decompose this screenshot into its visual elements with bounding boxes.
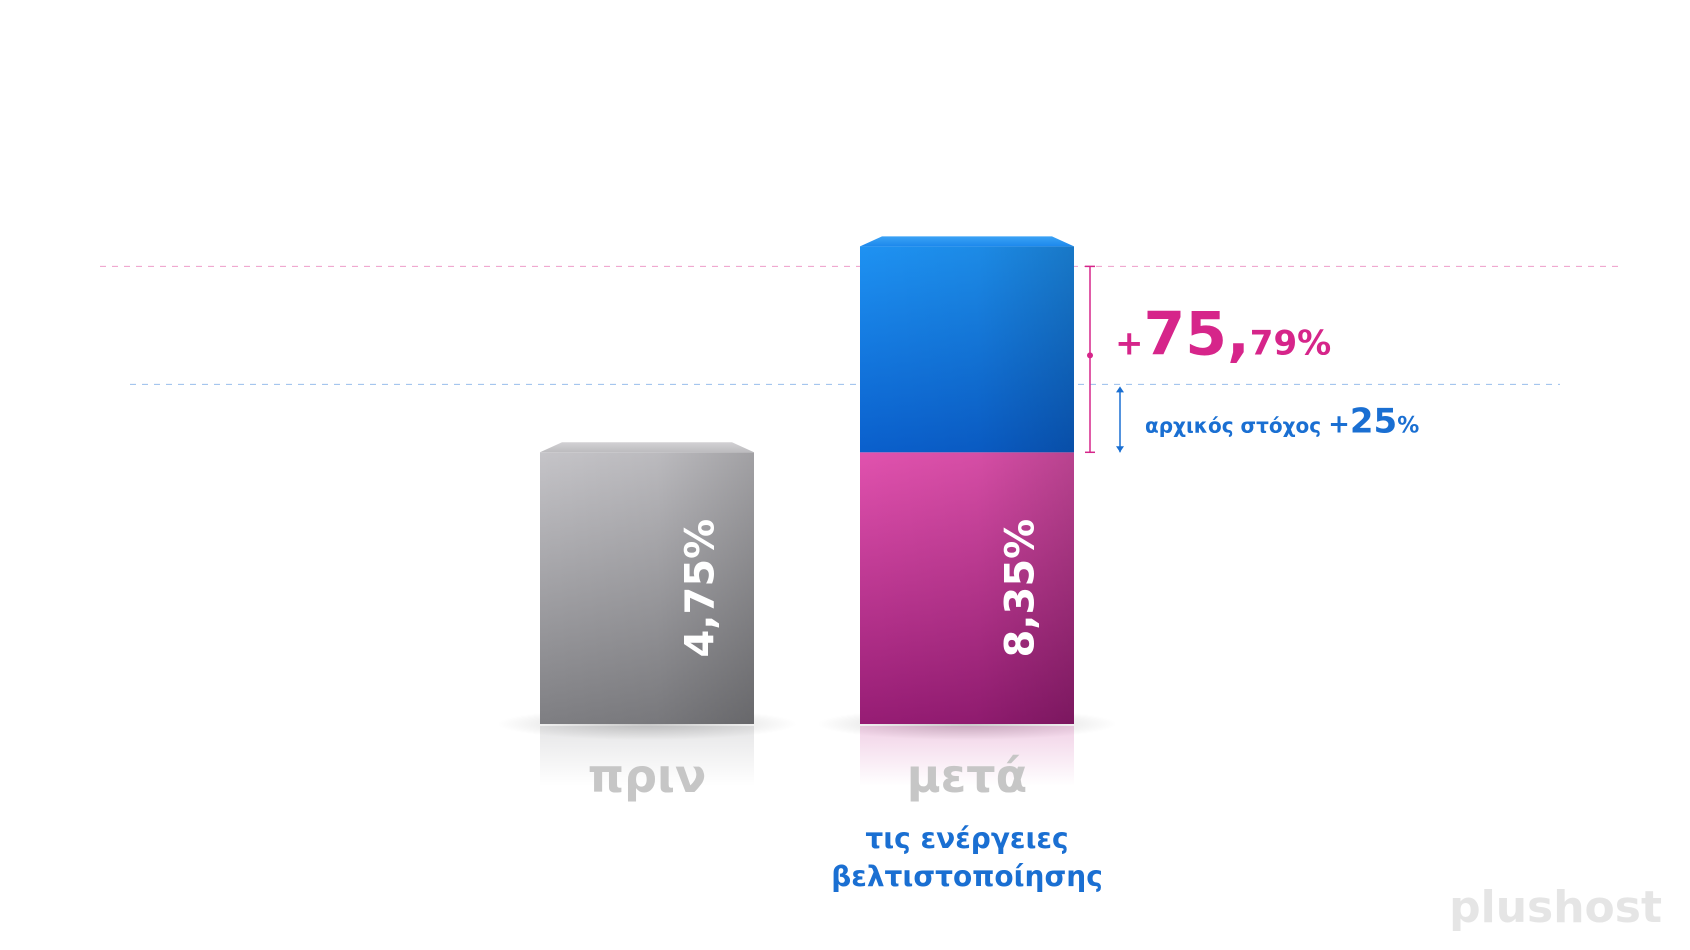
target-prefix: αρχικός στόχος (1145, 413, 1328, 437)
increase-annotation: +75,79% (1115, 299, 1331, 369)
target-pct: % (1397, 413, 1419, 438)
bar-reflection-before (540, 726, 754, 786)
category-label-after: μετά (907, 749, 1027, 803)
category-note-line-1: τις ενέργειες (865, 822, 1068, 855)
increase-bracket-dot (1087, 352, 1093, 359)
increase-main: 75, (1144, 299, 1250, 369)
value-label-after: 8,35% (998, 519, 1044, 658)
bars (497, 236, 1117, 786)
bar-after-gain-shade (860, 246, 1074, 453)
bar-after-gain-top (860, 236, 1074, 247)
plushost-logo: plushost (1449, 882, 1662, 933)
target-plus: + (1328, 409, 1350, 439)
value-label-before: 4,75% (678, 519, 724, 658)
target-arrow-up (1116, 386, 1124, 393)
bar-after-base (860, 452, 1074, 724)
category-note-line-2: βελτιστοποίησης (831, 860, 1103, 893)
target-annotation: αρχικός στόχος +25% (1145, 401, 1419, 441)
bar-before-shade (540, 452, 754, 724)
increase-plus: + (1115, 323, 1144, 363)
bar-before-top (540, 442, 754, 453)
bar-after-base-shade (860, 452, 1074, 724)
bar-before (540, 442, 754, 724)
increase-decimals: 79% (1250, 323, 1331, 363)
target-main: 25 (1350, 401, 1397, 441)
bar-reflection-after (860, 726, 1074, 786)
annotations (1085, 265, 1124, 454)
bar-after-gain (860, 236, 1074, 453)
target-arrow-down (1116, 446, 1124, 453)
gridlines (120, 67, 1560, 794)
category-label-before: πριν (588, 749, 707, 803)
